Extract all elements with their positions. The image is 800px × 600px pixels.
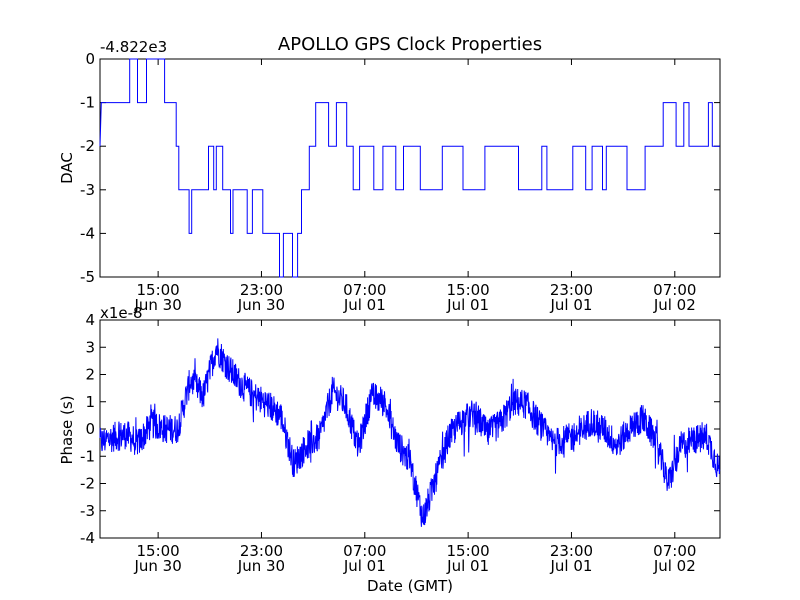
chart-title: APOLLO GPS Clock Properties	[278, 34, 542, 55]
dac-ytick-label: 0	[85, 50, 95, 68]
phase-xtick-date: Jul 02	[653, 557, 696, 575]
dac-series-line	[99, 58, 720, 278]
dac-xtick-time: 07:00	[343, 281, 386, 299]
phase-ytick-label: 3	[85, 338, 95, 356]
dac-xtick-time: 15:00	[447, 281, 490, 299]
dac-xtick-date: Jul 01	[549, 296, 592, 314]
dac-ytick-label: -5	[80, 268, 95, 286]
phase-ytick-label: -2	[80, 475, 95, 493]
phase-ytick-label: -4	[80, 529, 95, 547]
dac-xtick-date: Jul 01	[446, 296, 489, 314]
phase-xtick-date: Jun 30	[237, 557, 285, 575]
phase-xtick-date: Jun 30	[133, 557, 181, 575]
dac-ytick-label: -2	[80, 137, 95, 155]
dac-ylabel: DAC	[58, 152, 76, 184]
phase-xtick-date: Jul 01	[343, 557, 386, 575]
dac-ytick-label: -3	[80, 181, 95, 199]
phase-xtick-date: Jul 01	[446, 557, 489, 575]
phase-offset-label: x1e-8	[100, 304, 143, 322]
phase-ytick-label: -1	[80, 447, 95, 465]
phase-xtick-time: 07:00	[343, 542, 386, 560]
phase-ytick-label: 2	[85, 366, 95, 384]
phase-xtick-time: 15:00	[137, 542, 180, 560]
dac-xtick-date: Jun 30	[237, 296, 285, 314]
phase-ytick-label: -3	[80, 502, 95, 520]
phase-ylabel: Phase (s)	[58, 395, 76, 464]
phase-ytick-label: 1	[85, 393, 95, 411]
dac-plot-frame	[99, 58, 721, 278]
phase-xtick-time: 23:00	[240, 542, 283, 560]
x-axis-label: Date (GMT)	[367, 577, 453, 595]
dac-ytick-label: -1	[80, 94, 95, 112]
dac-ytick-label: -4	[80, 224, 95, 242]
phase-xtick-time: 07:00	[653, 542, 696, 560]
dac-xtick-time: 23:00	[240, 281, 283, 299]
phase-xtick-time: 15:00	[447, 542, 490, 560]
dac-xtick-time: 23:00	[550, 281, 593, 299]
phase-series-line	[99, 338, 721, 527]
dac-xtick-date: Jun 30	[133, 296, 181, 314]
dac-xtick-time: 07:00	[653, 281, 696, 299]
dac-offset-label: -4.822e3	[100, 38, 167, 56]
phase-xtick-date: Jul 01	[549, 557, 592, 575]
phase-ytick-label: 4	[85, 311, 95, 329]
dac-xtick-date: Jul 02	[653, 296, 696, 314]
phase-xtick-time: 23:00	[550, 542, 593, 560]
phase-ytick-label: 0	[85, 420, 95, 438]
dac-xtick-time: 15:00	[137, 281, 180, 299]
dac-xtick-date: Jul 01	[343, 296, 386, 314]
